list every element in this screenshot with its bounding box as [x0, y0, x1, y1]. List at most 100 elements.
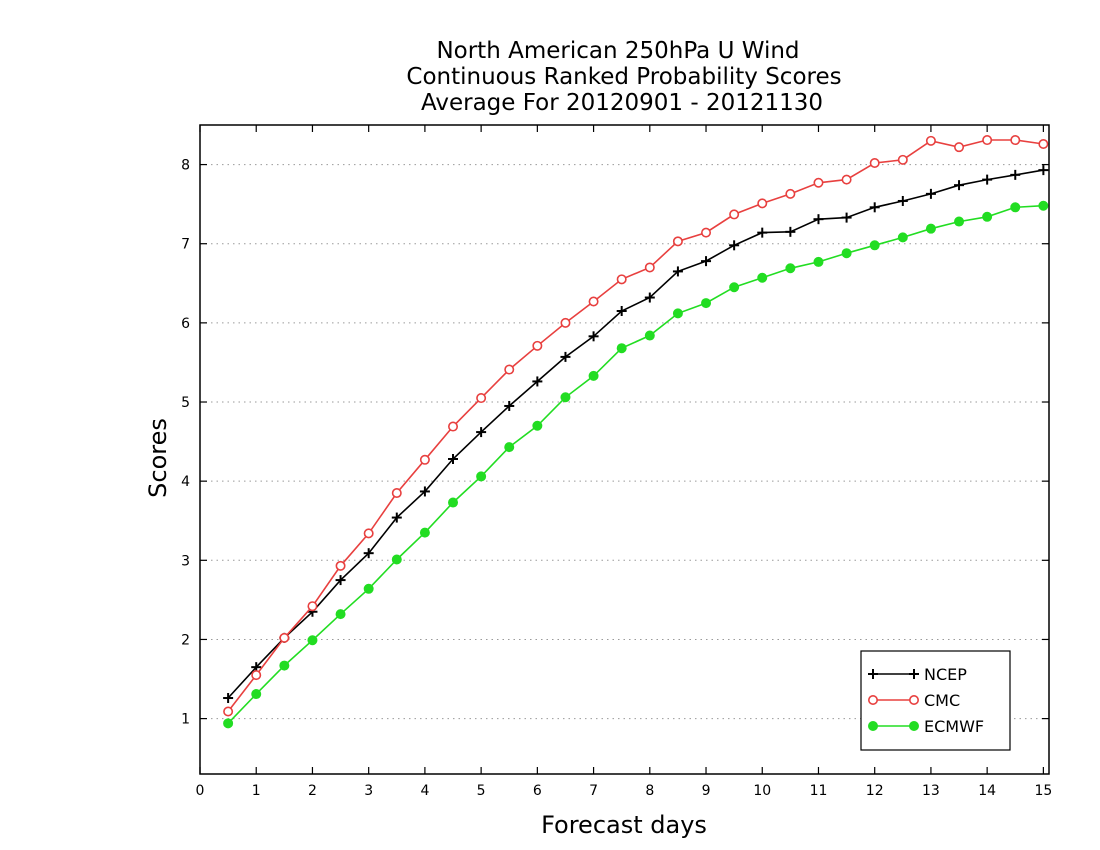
x-tick-label: 1	[252, 783, 261, 799]
data-point-cmc	[251, 670, 262, 681]
title-line-1: North American 250hPa U Wind	[436, 38, 799, 64]
title-line-2: Continuous Ranked Probability Scores	[406, 64, 841, 90]
data-point-cmc	[925, 135, 936, 146]
data-point-ecmwf	[869, 240, 880, 251]
y-tick-label: 4	[181, 474, 190, 490]
y-tick-label: 3	[181, 553, 190, 569]
gridlines	[200, 164, 1049, 720]
data-point-ecmwf	[419, 527, 430, 538]
data-point-ecmwf	[644, 330, 655, 341]
series-line-cmc	[227, 139, 1044, 712]
data-point-ecmwf	[1038, 200, 1049, 211]
data-point-cmc	[869, 157, 880, 168]
data-point-ncep	[419, 486, 430, 497]
data-point-ncep	[701, 256, 712, 267]
data-point-ecmwf	[616, 343, 627, 354]
data-point-cmc	[223, 706, 234, 717]
data-point-cmc	[588, 296, 599, 307]
data-point-cmc	[982, 135, 993, 146]
data-point-ncep-legend	[868, 669, 878, 679]
series-ncep	[223, 165, 1049, 704]
data-point-cmc	[757, 198, 768, 209]
data-point-cmc	[504, 364, 515, 375]
series-line-ecmwf	[227, 204, 1044, 724]
data-point-ecmwf	[897, 232, 908, 243]
data-point-cmc	[560, 317, 571, 328]
data-point-ecmwf	[841, 248, 852, 259]
chart-title: North American 250hPa U Wind Continuous …	[406, 38, 841, 116]
data-point-ecmwf	[363, 583, 374, 594]
data-point-ecmwf	[672, 308, 683, 319]
data-point-ncep	[504, 400, 515, 411]
legend-entry-ecmwf: ECMWF	[868, 717, 984, 736]
data-point-ncep	[476, 427, 487, 438]
data-point-ncep	[897, 195, 908, 206]
data-point-ncep	[1010, 169, 1021, 180]
data-point-cmc	[448, 421, 459, 432]
y-tick-label: 7	[181, 237, 190, 253]
x-tick-label: 9	[702, 783, 711, 799]
data-point-ecmwf	[813, 256, 824, 267]
data-point-ncep	[644, 292, 655, 303]
x-tick-label: 0	[196, 783, 205, 799]
data-point-cmc	[476, 393, 487, 404]
data-point-cmc-legend	[908, 694, 919, 705]
x-tick-label: 8	[645, 783, 654, 799]
x-tick-label: 15	[1034, 783, 1052, 799]
x-tick-label: 3	[364, 783, 373, 799]
data-point-ncep	[757, 227, 768, 238]
data-point-ecmwf	[251, 689, 262, 700]
y-tick-label: 8	[181, 158, 190, 174]
data-point-ecmwf	[729, 282, 740, 293]
data-point-cmc	[307, 601, 318, 612]
data-point-ecmwf	[335, 609, 346, 620]
data-point-ncep-legend	[909, 669, 919, 679]
data-point-ecmwf	[448, 497, 459, 508]
data-point-ecmwf	[476, 471, 487, 482]
x-tick-label: 11	[810, 783, 828, 799]
y-tick-label: 5	[181, 395, 190, 411]
data-point-ecmwf-legend	[909, 721, 919, 731]
legend-entry-cmc: CMC	[867, 691, 960, 710]
data-point-cmc	[1038, 138, 1049, 149]
plot-series	[223, 135, 1049, 729]
data-point-cmc	[363, 528, 374, 539]
data-point-ecmwf	[532, 420, 543, 431]
x-axis: 0 1 2 3 4 5 6 7 8 9 10 11 12 13 14 15	[196, 125, 1052, 799]
x-tick-label: 12	[866, 783, 884, 799]
data-point-ecmwf	[391, 554, 402, 565]
data-point-ncep	[363, 548, 374, 559]
legend-label-cmc: CMC	[924, 691, 960, 710]
series-ecmwf	[223, 200, 1049, 729]
plot-frame	[199, 124, 1050, 775]
x-tick-label: 4	[420, 783, 429, 799]
y-axis-title: Scores	[144, 418, 172, 498]
data-point-ncep	[982, 174, 993, 185]
data-point-ncep	[391, 512, 402, 523]
x-tick-label: 2	[308, 783, 317, 799]
data-point-cmc	[729, 209, 740, 220]
y-axis: 1 2 3 4 5 6 7 8	[181, 158, 1049, 728]
data-point-ecmwf	[307, 635, 318, 646]
legend-entry-ncep: NCEP	[868, 665, 967, 684]
data-point-ncep	[223, 693, 234, 704]
data-point-ncep	[560, 351, 571, 362]
data-point-cmc	[672, 236, 683, 247]
data-point-cmc	[954, 142, 965, 153]
data-point-ncep	[588, 331, 599, 342]
data-point-cmc	[701, 227, 712, 238]
data-point-ecmwf	[279, 660, 290, 671]
data-point-ncep	[448, 453, 459, 464]
y-tick-label: 1	[181, 712, 190, 728]
data-point-ecmwf	[223, 718, 234, 729]
data-point-cmc	[279, 632, 290, 643]
x-tick-label: 7	[589, 783, 598, 799]
data-point-ncep	[925, 188, 936, 199]
data-point-cmc	[335, 560, 346, 571]
legend-label-ecmwf: ECMWF	[924, 717, 984, 736]
data-point-cmc-legend	[867, 694, 878, 705]
data-point-cmc	[813, 177, 824, 188]
series-cmc	[223, 135, 1049, 717]
data-point-cmc	[419, 454, 430, 465]
